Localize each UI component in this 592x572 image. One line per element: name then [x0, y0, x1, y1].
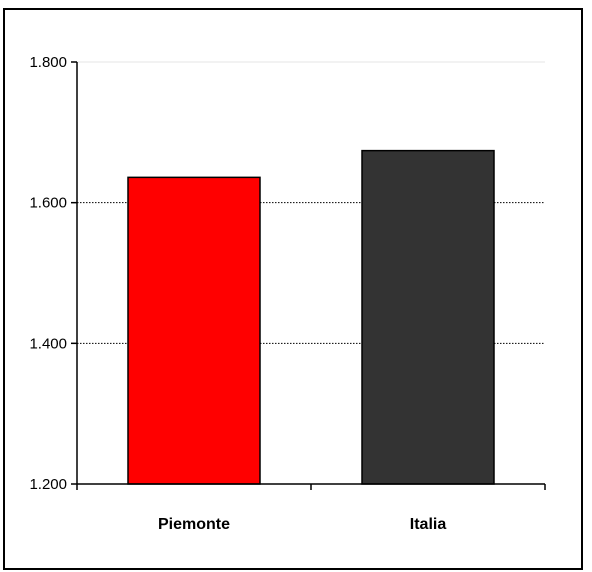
- x-category-label: Italia: [410, 516, 447, 533]
- y-tick-label: 1.800: [29, 54, 67, 71]
- bar-piemonte: [127, 176, 261, 485]
- bars: [127, 149, 495, 485]
- y-tick-label: 1.400: [29, 335, 67, 352]
- y-tick-label: 1.200: [29, 476, 67, 493]
- x-axis-categories: Piemonte Italia: [76, 484, 546, 533]
- bar-italia: [361, 149, 495, 485]
- y-axis-ticks: 1.200 1.400 1.600 1.800: [29, 54, 77, 493]
- y-tick-label: 1.600: [29, 195, 67, 212]
- x-category-label: Piemonte: [158, 516, 230, 533]
